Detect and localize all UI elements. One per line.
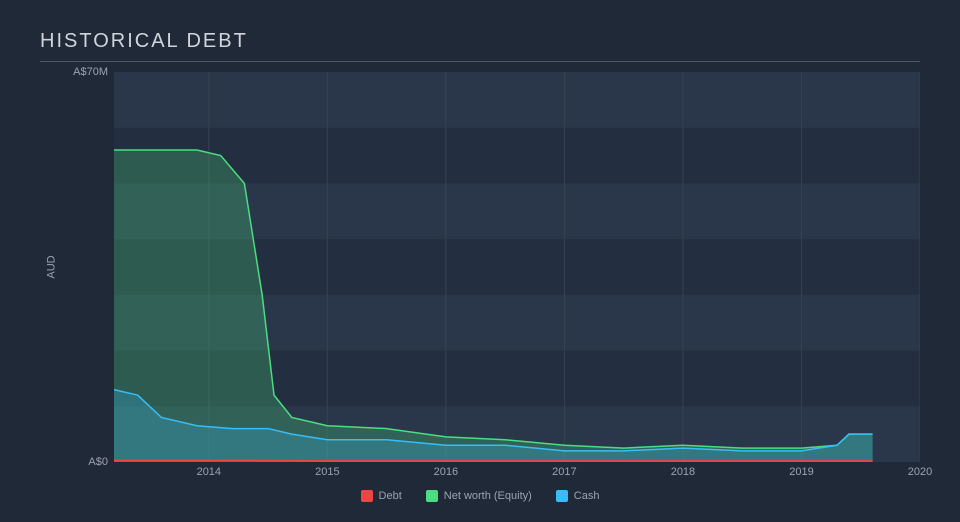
- series-line: [114, 460, 873, 461]
- x-tick-label: 2018: [671, 466, 695, 478]
- x-tick-label: 2014: [197, 466, 221, 478]
- x-tick-label: 2020: [908, 466, 932, 478]
- chart-body: AUD A$0A$70M: [40, 72, 920, 462]
- y-tick-label: A$0: [88, 456, 108, 468]
- legend-swatch: [426, 490, 438, 502]
- y-axis-label-wrap: AUD: [40, 72, 64, 462]
- legend-label: Net worth (Equity): [444, 490, 532, 502]
- x-tick-label: 2016: [434, 466, 458, 478]
- plot-svg: [114, 72, 920, 462]
- y-axis-label: AUD: [46, 255, 58, 278]
- x-axis: 2014201520162017201820192020: [114, 462, 920, 484]
- legend-item[interactable]: Cash: [556, 490, 600, 502]
- legend-item[interactable]: Net worth (Equity): [426, 490, 532, 502]
- grid-band: [114, 72, 920, 128]
- x-tick-label: 2019: [789, 466, 813, 478]
- chart-wrap: AUD A$0A$70M 201420152016201720182019202…: [40, 72, 920, 502]
- legend-swatch: [556, 490, 568, 502]
- legend-label: Debt: [379, 490, 402, 502]
- legend-item[interactable]: Debt: [361, 490, 402, 502]
- y-tick-label: A$70M: [73, 66, 108, 78]
- plot-area: [114, 72, 920, 462]
- legend-swatch: [361, 490, 373, 502]
- legend: Debt Net worth (Equity) Cash: [40, 490, 920, 502]
- y-ticks: A$0A$70M: [64, 72, 114, 462]
- x-tick-label: 2015: [315, 466, 339, 478]
- chart-title: HISTORICAL DEBT: [40, 30, 920, 62]
- x-tick-label: 2017: [552, 466, 576, 478]
- legend-label: Cash: [574, 490, 600, 502]
- chart-container: HISTORICAL DEBT AUD A$0A$70M 20142015201…: [0, 0, 960, 522]
